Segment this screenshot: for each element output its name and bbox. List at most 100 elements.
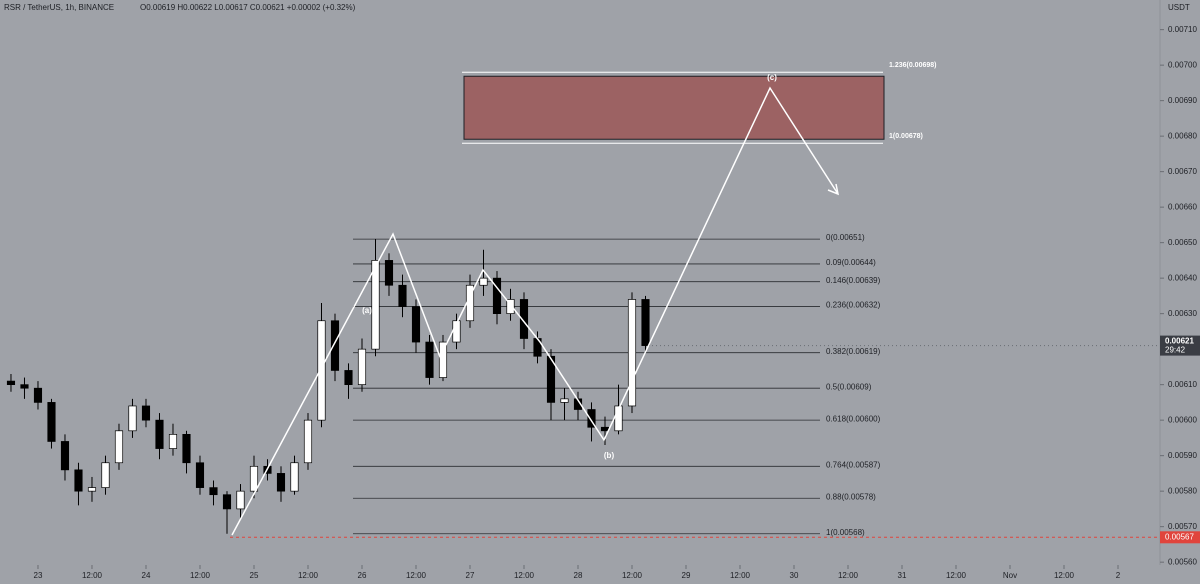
last-price-badge <box>1160 335 1200 356</box>
candle-body <box>317 320 326 421</box>
x-tick-label: Nov <box>1003 571 1017 580</box>
x-tick-label: 12:00 <box>514 571 535 580</box>
candle-body <box>587 409 596 428</box>
x-tick-label: 12:00 <box>406 571 427 580</box>
candle-body <box>74 469 83 492</box>
fib-label: 0.5(0.00609) <box>826 382 872 391</box>
zone-label: 1(0.00678) <box>889 133 923 140</box>
plot: 0.00710 0.00700 0.00690 0.00680 0.00670 0.006… <box>6 25 1197 580</box>
candle-body <box>641 299 650 346</box>
x-tick-label: 23 <box>34 571 43 580</box>
x-tick-label: 29 <box>682 571 691 580</box>
y-tick-label: 0.00570 <box>1168 522 1197 531</box>
candle-body <box>357 348 367 386</box>
candle-body <box>155 419 164 449</box>
candle-body <box>506 299 515 315</box>
candle-body <box>290 462 299 492</box>
candle-body <box>371 260 380 350</box>
x-tick-label: 12:00 <box>82 571 103 580</box>
fib-label: 0(0.00651) <box>826 233 865 242</box>
y-tick-label: 0.00610 <box>1168 380 1197 389</box>
candle-body <box>479 277 488 286</box>
candle-body <box>398 284 407 307</box>
candle-body <box>384 260 394 286</box>
y-tick-label: 0.00580 <box>1168 486 1197 495</box>
y-tick-label: 0.00590 <box>1168 451 1197 460</box>
candle-body <box>33 387 43 403</box>
candle-body <box>6 380 16 386</box>
y-tick-label: 0.00690 <box>1168 96 1197 105</box>
x-tick-label: 12:00 <box>730 571 751 580</box>
candle-body <box>236 490 245 510</box>
candle-body <box>303 419 313 464</box>
currency: USDT <box>1168 3 1190 12</box>
symbol: RSR / TetherUS, 1h, BINANCE <box>4 3 114 12</box>
candle-body <box>128 405 137 432</box>
target-zone <box>463 75 885 140</box>
candle-body <box>101 462 110 488</box>
candle-body <box>209 487 218 496</box>
fib-label: 0.382(0.00619) <box>826 347 881 356</box>
candle-body <box>411 306 421 343</box>
y-tick-label: 0.00670 <box>1168 167 1197 176</box>
candle-body <box>114 430 124 464</box>
candle-body <box>222 494 232 510</box>
x-tick-label: 12:00 <box>298 571 319 580</box>
y-tick-label: 0.00640 <box>1168 273 1197 282</box>
candle-body <box>168 434 178 449</box>
candle-body <box>425 341 434 378</box>
fib-label: 0.236(0.00632) <box>826 301 881 310</box>
x-tick-label: 12:00 <box>946 571 967 580</box>
y-tick-label: 0.00660 <box>1168 202 1197 211</box>
x-tick-label: 12:00 <box>1054 571 1075 580</box>
candle-body <box>560 398 569 403</box>
x-tick-label: 24 <box>142 571 151 580</box>
candle-body <box>276 473 286 492</box>
y-tick-label: 0.00630 <box>1168 309 1197 318</box>
x-tick-label: 30 <box>790 571 799 580</box>
candle-body <box>141 405 151 421</box>
x-tick-label: 25 <box>250 571 259 580</box>
wave-label: (c) <box>767 73 777 82</box>
x-tick-label: 31 <box>898 571 907 580</box>
candle-body <box>182 434 191 464</box>
candle-body <box>330 320 340 371</box>
candle-body <box>60 441 70 471</box>
fib-label: 0.146(0.00639) <box>826 276 881 285</box>
candle-body <box>519 299 529 339</box>
fib-label: 0.88(0.00578) <box>826 492 876 501</box>
candle-body <box>195 462 205 488</box>
wave-label: (a) <box>362 306 372 315</box>
countdown: 29:42 <box>1165 346 1186 355</box>
candle-body <box>344 370 353 386</box>
y-tick-label: 0.00680 <box>1168 131 1197 140</box>
y-tick-label: 0.00560 <box>1168 557 1197 566</box>
fib-label: 0.618(0.00600) <box>826 414 881 423</box>
last-price: 0.00621 <box>1165 337 1194 346</box>
candle-body <box>47 402 56 442</box>
x-tick-label: 12:00 <box>622 571 643 580</box>
x-tick-label: 26 <box>358 571 367 580</box>
fib-label: 0.09(0.00644) <box>826 258 876 267</box>
candle-body <box>438 341 448 378</box>
wave-label: (b) <box>604 451 615 460</box>
y-tick-label: 0.00710 <box>1168 25 1197 34</box>
wave-path <box>231 86 839 536</box>
candle-body <box>600 426 610 432</box>
y-tick-label: 0.00650 <box>1168 238 1197 247</box>
x-tick-label: 12:00 <box>190 571 211 580</box>
arrow-head <box>827 183 840 196</box>
x-tick-label: 28 <box>574 571 583 580</box>
zone-label: 1.236(0.00698) <box>889 62 936 69</box>
candle-body <box>87 487 97 492</box>
y-tick-label: 0.00700 <box>1168 60 1197 69</box>
y-tick-label: 0.00600 <box>1168 415 1197 424</box>
x-tick-label: 27 <box>466 571 475 580</box>
low-price-badge <box>1160 531 1200 544</box>
candle-body <box>492 277 502 315</box>
candle-body <box>627 299 637 407</box>
candle-body <box>20 384 29 389</box>
candle-body <box>249 465 259 492</box>
candle-body <box>546 355 556 403</box>
